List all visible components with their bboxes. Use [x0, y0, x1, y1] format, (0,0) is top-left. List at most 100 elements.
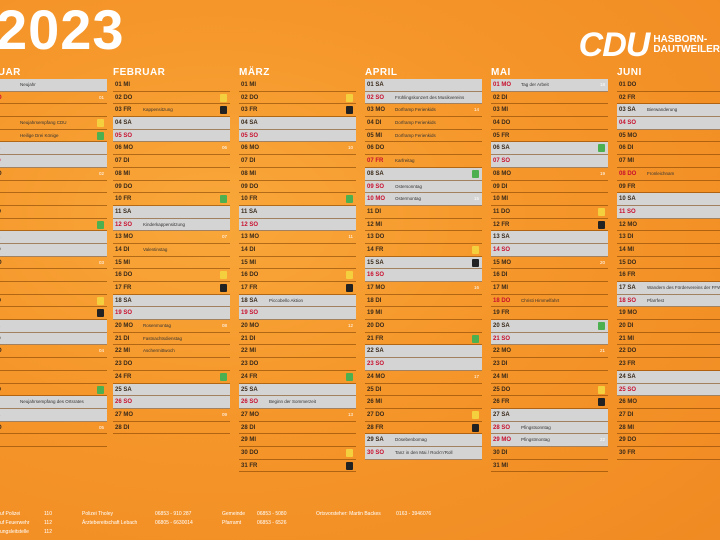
- day-row: 16 DO: [113, 269, 230, 282]
- event-label: Ostersonntag: [395, 183, 423, 189]
- day-label: 28 SO: [493, 424, 511, 431]
- day-row: 14 DI: [239, 244, 356, 257]
- waste-bin-icon: [220, 372, 227, 381]
- day-row: 13 DI: [617, 231, 720, 244]
- day-row: 10 MO Ostermontag 15: [365, 193, 482, 206]
- day-row: 25 SO: [617, 383, 720, 397]
- day-row: 10 MI: [491, 193, 608, 206]
- day-label: DO: [0, 384, 1, 397]
- day-row: 05 MI Dorframp Ferienkids: [365, 130, 482, 143]
- week-number: 14: [473, 107, 479, 113]
- day-row: 19 MO: [617, 307, 720, 321]
- day-row: 20 DO: [365, 320, 482, 333]
- cdu-logo: CDU HASBORN- DAUTWEILER: [579, 28, 720, 62]
- week-number: 05: [98, 424, 104, 430]
- day-row: 13 MO 07: [113, 231, 230, 244]
- week-number: 15: [473, 196, 479, 202]
- day-row: 27 SA: [491, 408, 608, 422]
- day-row: 24 FR: [239, 371, 356, 384]
- day-label: 01 MI: [115, 82, 131, 88]
- day-label: 07 SO: [493, 158, 511, 165]
- day-row: 15 SA: [365, 256, 482, 270]
- day-label: 09 SO: [367, 183, 385, 190]
- event-label: Fronleichnam: [647, 170, 675, 176]
- day-label: 23 SO: [367, 361, 385, 368]
- waste-bin-icon: [598, 322, 605, 331]
- day-label: 09 DI: [493, 183, 508, 190]
- week-number: 06: [221, 145, 227, 151]
- day-row: 13 DO: [365, 231, 482, 244]
- day-row: 09 DI: [491, 181, 608, 194]
- month-column: FEBRUAR 01 MI 02 DO 03 FR Kappensitzung 04 SA…: [113, 66, 230, 435]
- day-label: 10 FR: [115, 196, 132, 203]
- waste-bin-icon: [472, 169, 479, 178]
- day-label: 31 FR: [241, 462, 258, 469]
- event-label: Neujahrsempfang CDU: [20, 120, 67, 126]
- footer-services-numbers: 06853 - 910 287 06805 - 6630014: [155, 510, 193, 528]
- day-label: 14 DI: [115, 246, 130, 253]
- event-label: Piccobello Aktion: [269, 297, 304, 303]
- week-number: 10: [347, 145, 353, 151]
- day-row: DI: [0, 358, 107, 371]
- day-label: SO: [0, 244, 1, 257]
- day-label: 08 MI: [241, 170, 257, 177]
- day-row: 05 FR: [491, 130, 608, 143]
- event-label: Rosenmontag: [143, 323, 172, 329]
- week-number: 19: [599, 170, 605, 176]
- footer-label: uf Polizei: [0, 511, 21, 517]
- day-row: 20 SA: [491, 320, 608, 333]
- day-label: 04 DI: [367, 120, 382, 127]
- day-row: 22 MI: [239, 345, 356, 359]
- day-row: 12 SO Kinderkappensitzung: [113, 218, 230, 232]
- day-label: 29 MO: [493, 437, 512, 444]
- day-row: 26 MI: [365, 396, 482, 409]
- day-label: 30 FR: [619, 449, 636, 456]
- day-row: 23 FR: [617, 358, 720, 371]
- day-row: 07 SO: [491, 155, 608, 168]
- day-label: 05 MI: [367, 132, 383, 139]
- day-label: 25 DO: [493, 386, 511, 393]
- day-label: 26 FR: [493, 399, 510, 406]
- day-label: 25 SA: [115, 386, 132, 393]
- day-label: 26 MO: [619, 399, 638, 406]
- week-number: 13: [347, 411, 353, 417]
- day-row: 27 DI: [617, 409, 720, 422]
- footer-number: 112: [44, 520, 52, 526]
- event-label: Kappensitzung: [143, 107, 173, 113]
- day-label: 19 FR: [493, 310, 510, 317]
- day-label: 09 FR: [619, 183, 636, 190]
- day-label: 28 DI: [241, 424, 256, 431]
- day-row: 17 SA Wandern des Fördervereins der FFW: [617, 282, 720, 295]
- day-row: 06 DO: [365, 142, 482, 156]
- day-row: DO: [0, 384, 107, 397]
- month-column: NUARNeujahrMO01DINeujahrsempfang CDUFRHe…: [0, 66, 107, 447]
- week-number: 01: [98, 94, 104, 100]
- day-label: 23 DO: [241, 361, 259, 368]
- event-label: Pfingstsonntag: [521, 424, 551, 430]
- week-number: 12: [347, 323, 353, 329]
- day-row: 23 DO: [239, 358, 356, 371]
- day-row: 22 MO 21: [491, 345, 608, 359]
- day-label: DO: [0, 295, 1, 308]
- day-label: 13 MO: [115, 234, 134, 241]
- event-label: Christi Himmelfahrt: [521, 297, 560, 303]
- day-label: 14 SO: [493, 246, 511, 253]
- day-row: 07 FR Karfreitag: [365, 155, 482, 168]
- event-label: Neujahr: [20, 82, 36, 87]
- day-label: 22 SA: [367, 348, 384, 355]
- day-row: 06 MO 06: [113, 142, 230, 156]
- day-label: 19 SO: [115, 310, 133, 317]
- waste-bin-icon: [346, 271, 353, 280]
- day-row: 27 MO 09: [113, 409, 230, 422]
- logo-sub-line-2: DAUTWEILER: [653, 44, 720, 55]
- event-label: Tanz in den Mai / Rock'n'Roll: [395, 449, 453, 455]
- day-row: DI: [0, 269, 107, 282]
- day-row: 27 DO: [365, 409, 482, 422]
- event-label: Pfarrfest: [647, 297, 665, 303]
- day-label: 10 MO: [367, 196, 386, 203]
- day-label: 18 SA: [241, 297, 258, 304]
- day-label: 27 MO: [115, 411, 134, 418]
- day-row: 27 MO 13: [239, 409, 356, 422]
- day-row: 01 SA: [365, 79, 482, 92]
- day-row: 30 DI: [491, 447, 608, 460]
